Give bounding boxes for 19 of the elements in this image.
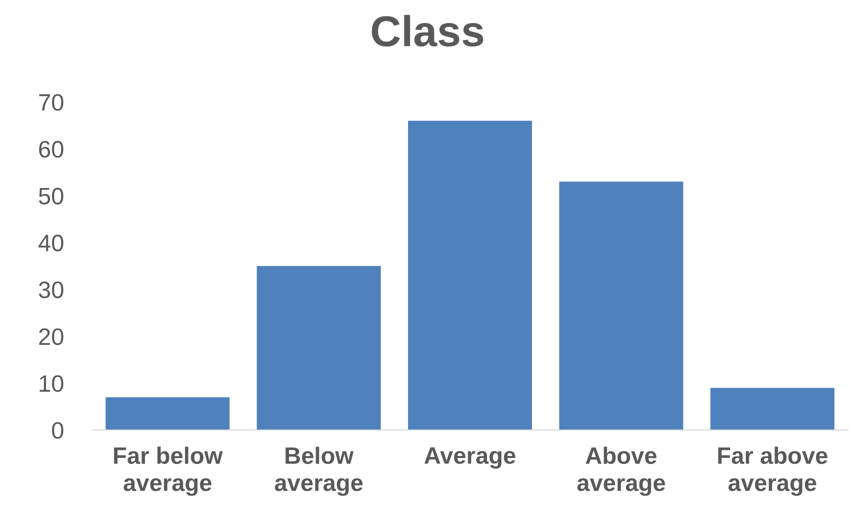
x-tick-label: Above average bbox=[577, 446, 666, 496]
bar bbox=[408, 120, 532, 430]
bar bbox=[710, 388, 834, 430]
y-tick-label: 20 bbox=[39, 328, 64, 346]
x-tick-label: Average bbox=[424, 447, 516, 469]
bar bbox=[256, 266, 381, 430]
chart-title: Class bbox=[372, 14, 484, 47]
bar bbox=[106, 397, 230, 430]
y-tick-label: 70 bbox=[39, 94, 64, 111]
y-tick-label: 10 bbox=[40, 375, 64, 392]
y-tick-label: 50 bbox=[38, 188, 64, 204]
y-tick-label: 40 bbox=[38, 234, 64, 252]
bar bbox=[559, 182, 684, 430]
y-tick-label: 0 bbox=[52, 422, 64, 439]
x-tick-label: Far below average bbox=[114, 446, 223, 496]
x-tick-label: Below average bbox=[274, 446, 363, 496]
y-tick-label: 60 bbox=[39, 140, 64, 158]
y-tick-label: 30 bbox=[38, 281, 64, 298]
x-tick-label: Far above average bbox=[718, 446, 828, 496]
